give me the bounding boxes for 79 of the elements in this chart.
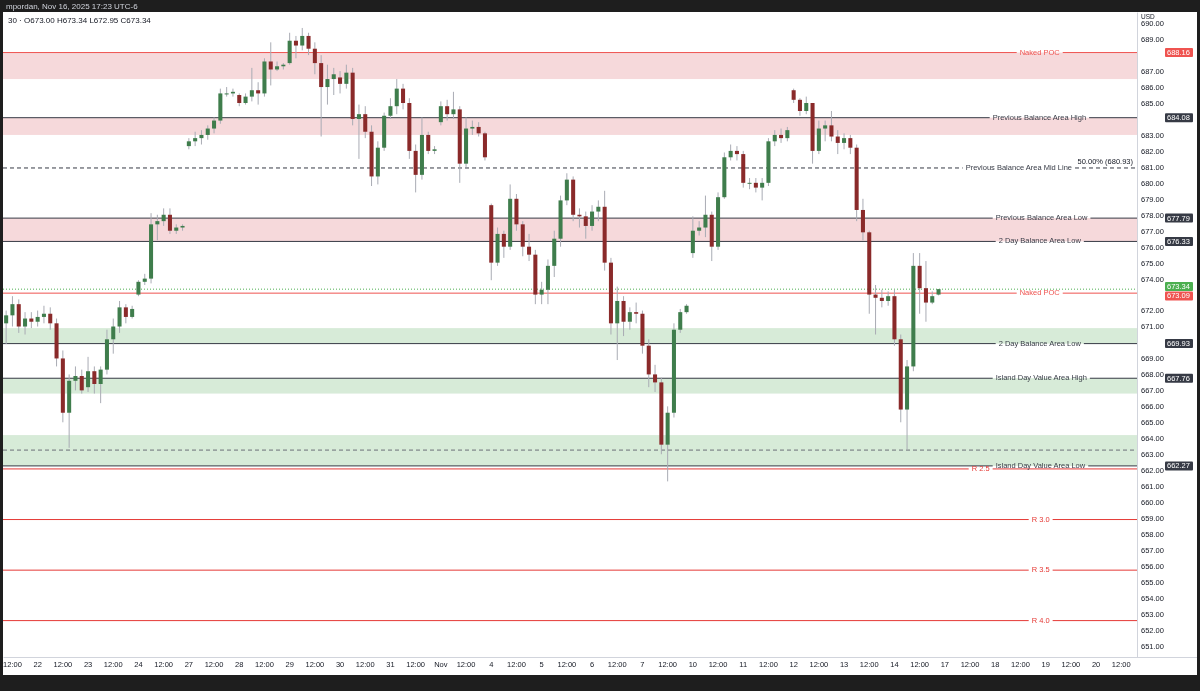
candlestick [873,284,878,335]
candlestick [583,211,588,240]
candlestick [92,365,97,395]
candlestick [621,295,626,337]
candlestick [356,104,361,160]
candlestick [300,27,305,51]
candlestick [319,54,324,138]
candlestick [325,64,330,106]
candlestick [401,83,406,110]
candlestick [41,305,46,324]
candlestick [363,105,368,139]
candlestick [413,144,418,193]
candlestick [86,356,91,393]
candlestick [23,311,28,335]
candlestick [331,67,336,96]
candlestick [760,177,765,201]
candlestick [923,260,928,323]
candlestick [293,35,298,59]
candlestick [98,365,103,404]
candlestick [590,204,595,232]
candlestick [312,41,317,75]
candlestick [842,132,847,150]
candlestick [823,120,828,142]
candlestick [747,177,752,190]
candlestick [275,60,280,72]
annotation: 30 · O673.00 H673.34 L672.95 C673.34 [8,16,152,25]
candlestick [268,41,273,86]
candlestick [438,100,443,126]
candlestick [10,295,15,328]
candlestick [212,116,217,134]
candlestick [338,70,343,94]
candlestick [835,129,840,155]
candlestick [123,303,128,324]
candlestick [394,78,399,115]
candlestick [539,281,544,305]
candlestick [48,306,53,331]
candlestick [653,364,658,393]
candlestick [596,199,601,222]
candlestick [627,306,632,331]
candlestick [545,258,550,305]
text: mpordan, Nov 16, 2025 17:23 UTC-6 [6,2,139,11]
candlestick [734,145,739,161]
candlestick [564,172,569,206]
candlestick [117,300,122,334]
candlestick [287,32,292,66]
candlestick [16,298,21,334]
candlestick [79,369,84,395]
candlestick [848,134,853,155]
candlestick [388,97,393,120]
candlestick [426,131,431,155]
candlestick [829,110,834,142]
candlestick [451,91,456,120]
candlestick [4,310,9,345]
candlestick [73,365,78,391]
candlestick [224,86,229,98]
candlestick [445,99,450,122]
candlestick [879,289,884,308]
candlestick [306,32,311,56]
candlestick [344,64,349,90]
candlestick [527,233,532,262]
candlestick [917,252,922,315]
candlestick [678,308,683,334]
candlestick [520,220,525,257]
candlestick [167,207,172,235]
candlestick [816,120,821,155]
candlestick [690,215,695,259]
candlestick [703,195,708,238]
candlestick [111,318,116,355]
candlestick [615,286,620,361]
candlestick [186,137,191,150]
candlestick [779,128,784,144]
candlestick [501,230,506,259]
candlestick [634,302,639,324]
candlestick [753,177,758,193]
candlestick [860,198,865,241]
candlestick [256,81,261,106]
candlestick [249,67,254,102]
candlestick [482,131,487,161]
candlestick [155,214,160,241]
